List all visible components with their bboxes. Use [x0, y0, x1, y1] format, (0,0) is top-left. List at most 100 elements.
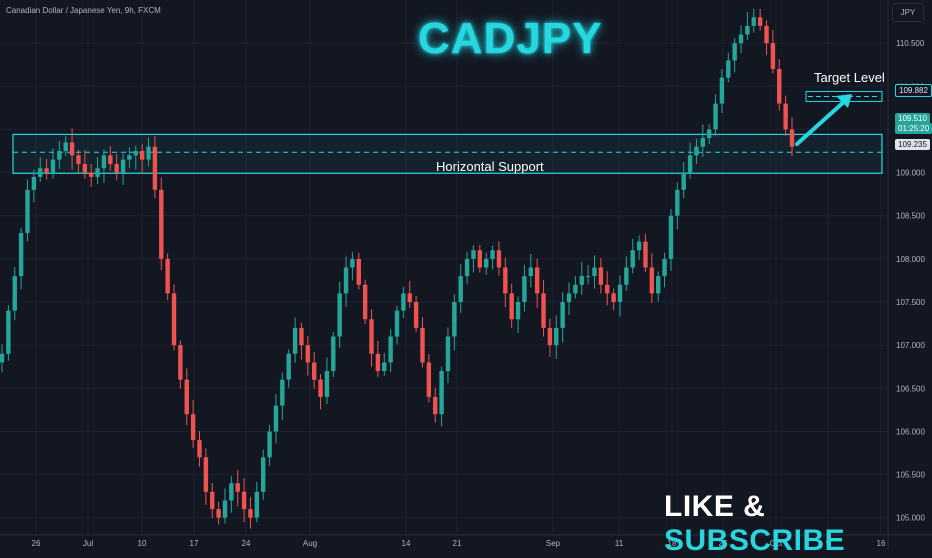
- candle-body: [585, 276, 591, 278]
- x-tick-label: 9: [826, 539, 831, 548]
- candle-body: [146, 146, 151, 160]
- candle-body: [280, 379, 285, 406]
- candle-body: [560, 302, 565, 328]
- candle-body: [547, 327, 553, 346]
- candle-body: [229, 483, 234, 501]
- candle-body: [681, 172, 686, 190]
- candle-body: [433, 396, 438, 415]
- y-tick-label: 109.000: [896, 169, 925, 178]
- candle-body: [694, 146, 699, 156]
- chart-title: CADJPY: [418, 14, 603, 63]
- like-subscribe-banner: LIKE & SUBSCRIBE: [664, 490, 932, 558]
- candle-body: [783, 103, 788, 130]
- like-text: LIKE &: [664, 490, 766, 523]
- target-price-tag: 109.882: [895, 84, 932, 97]
- y-tick-label: 105.000: [896, 514, 925, 523]
- candle-body: [76, 155, 81, 164]
- candle-body: [668, 215, 674, 259]
- candle-body: [356, 258, 361, 285]
- candle-body: [25, 189, 30, 233]
- x-tick-label: 14: [402, 539, 411, 548]
- candle-body: [579, 276, 584, 285]
- candle-body: [554, 327, 559, 346]
- candle-body: [643, 241, 648, 268]
- x-tick-label: 16: [877, 539, 886, 548]
- candle-body: [197, 440, 202, 458]
- candle-body: [0, 353, 5, 363]
- candle-body: [522, 276, 527, 303]
- x-tick-label: Sep: [546, 539, 561, 548]
- candle-body: [573, 284, 578, 294]
- candle-body: [38, 168, 43, 177]
- candle-body: [713, 103, 718, 130]
- y-tick-label: 108.500: [896, 212, 925, 221]
- candle-body: [675, 189, 680, 216]
- candle-body: [216, 509, 221, 518]
- candle-body: [732, 43, 737, 61]
- candle-body: [700, 138, 706, 147]
- candle-body: [413, 302, 419, 328]
- candle-body: [719, 77, 725, 104]
- candle-body: [534, 267, 540, 294]
- candle-body: [171, 293, 177, 346]
- candle-body: [496, 250, 502, 268]
- candle-body: [605, 284, 610, 294]
- candle-body: [210, 491, 215, 510]
- candle-body: [18, 232, 24, 277]
- candle-body: [311, 362, 317, 380]
- instrument-label: Canadian Dollar / Japanese Yen, 9h, FXCM: [6, 6, 161, 15]
- candle-body: [656, 276, 661, 294]
- candle-body: [490, 250, 495, 259]
- candle-body: [394, 310, 400, 337]
- candle-body: [184, 379, 189, 415]
- candle-body: [235, 483, 240, 492]
- candle-body: [350, 258, 355, 268]
- candle-body: [88, 172, 94, 177]
- candle-body: [114, 163, 119, 173]
- candle-body: [439, 371, 444, 415]
- candle-body: [636, 241, 642, 251]
- candle-body: [452, 302, 457, 337]
- candle-body: [477, 250, 483, 268]
- candle-body: [757, 17, 763, 26]
- candle-body: [751, 17, 756, 26]
- candle-body: [63, 142, 68, 152]
- candle-body: [611, 293, 616, 303]
- candle-body: [770, 43, 776, 70]
- y-tick-label: 108.000: [896, 255, 925, 264]
- candle-body: [369, 319, 374, 354]
- candle-body: [687, 155, 693, 173]
- candle-body: [382, 362, 387, 372]
- candle-body: [82, 163, 88, 173]
- candle-body: [343, 267, 349, 294]
- support-label: Horizontal Support: [436, 159, 544, 174]
- arrow-head: [836, 94, 852, 108]
- candle-body: [617, 284, 623, 303]
- candle-body: [50, 159, 56, 173]
- x-tick-label: 24: [242, 539, 251, 548]
- candle-body: [31, 176, 37, 190]
- candle-body: [152, 146, 158, 190]
- x-tick-label: 25: [719, 539, 728, 548]
- candle-body: [471, 250, 476, 259]
- last-price-tag: 109.510: [895, 113, 930, 124]
- candle-body: [95, 168, 100, 177]
- candle-body: [324, 371, 330, 397]
- candle-body: [789, 129, 795, 147]
- support-zone: [12, 133, 883, 174]
- candle-body: [777, 69, 782, 104]
- x-tick-label: 21: [453, 539, 462, 548]
- x-tick-label: 11: [615, 539, 624, 548]
- candle-body: [541, 293, 546, 328]
- subscribe-text: SUBSCRIBE: [664, 524, 846, 557]
- candle-body: [12, 276, 17, 311]
- x-tick-label: 10: [138, 539, 147, 548]
- x-tick-label: 18: [668, 539, 677, 548]
- candle-body: [503, 267, 508, 294]
- candle-body: [388, 336, 393, 363]
- candle-body: [764, 25, 769, 44]
- currency-badge[interactable]: JPY: [892, 3, 924, 22]
- support-price-tag: 109.235: [895, 139, 930, 150]
- candle-body: [445, 336, 451, 372]
